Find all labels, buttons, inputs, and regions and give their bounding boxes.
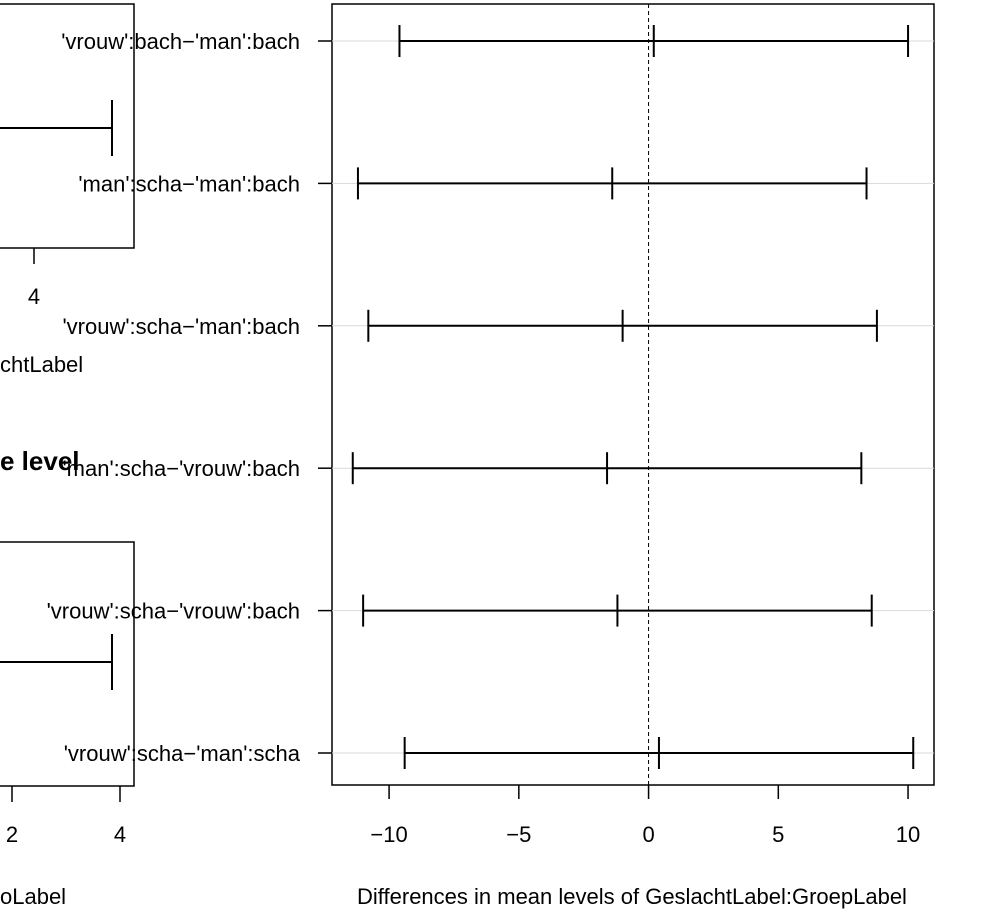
left-panel-top: 4 chtLabel e level	[0, 3, 135, 476]
tick-label: 4	[114, 822, 126, 847]
axis-label-fragment: oLabel	[0, 884, 66, 909]
tick-label: 2	[6, 822, 18, 847]
plot-frame	[331, 3, 935, 786]
y-tick-label: 'man':scha−'vrouw':bach	[62, 456, 300, 481]
y-tick-label: 'vrouw':bach−'man':bach	[61, 29, 300, 54]
x-tick-label: −5	[506, 822, 531, 847]
y-axis: 'vrouw':bach−'man':bach 'man':scha−'man':…	[47, 29, 332, 766]
y-tick-label: 'vrouw':scha−'man':bach	[62, 314, 300, 339]
x-axis-label: Differences in mean levels of GeslachtLa…	[357, 884, 907, 909]
y-tick-label: 'man':scha−'man':bach	[78, 171, 300, 196]
tick-label: 4	[28, 284, 40, 309]
y-tick-label: 'vrouw':scha−'vrouw':bach	[47, 599, 300, 624]
panel-frame-bottom	[0, 541, 135, 787]
x-tick-label: 0	[642, 822, 654, 847]
left-panel-bottom: 2 4 oLabel	[0, 541, 135, 909]
grid-lines	[332, 40, 934, 754]
intervals	[351, 25, 915, 769]
axis-label-fragment: chtLabel	[0, 352, 83, 377]
title-fragment: e level	[0, 446, 80, 476]
main-plot: 'vrouw':bach−'man':bach 'man':scha−'man':…	[47, 3, 935, 909]
x-tick-label: 10	[896, 822, 920, 847]
x-tick-label: 5	[772, 822, 784, 847]
x-axis: −10 −5 0 5 10	[370, 785, 920, 847]
x-tick-label: −10	[370, 822, 407, 847]
y-tick-label: 'vrouw':scha−'man':scha	[64, 741, 301, 766]
panel-frame-top	[0, 3, 135, 249]
